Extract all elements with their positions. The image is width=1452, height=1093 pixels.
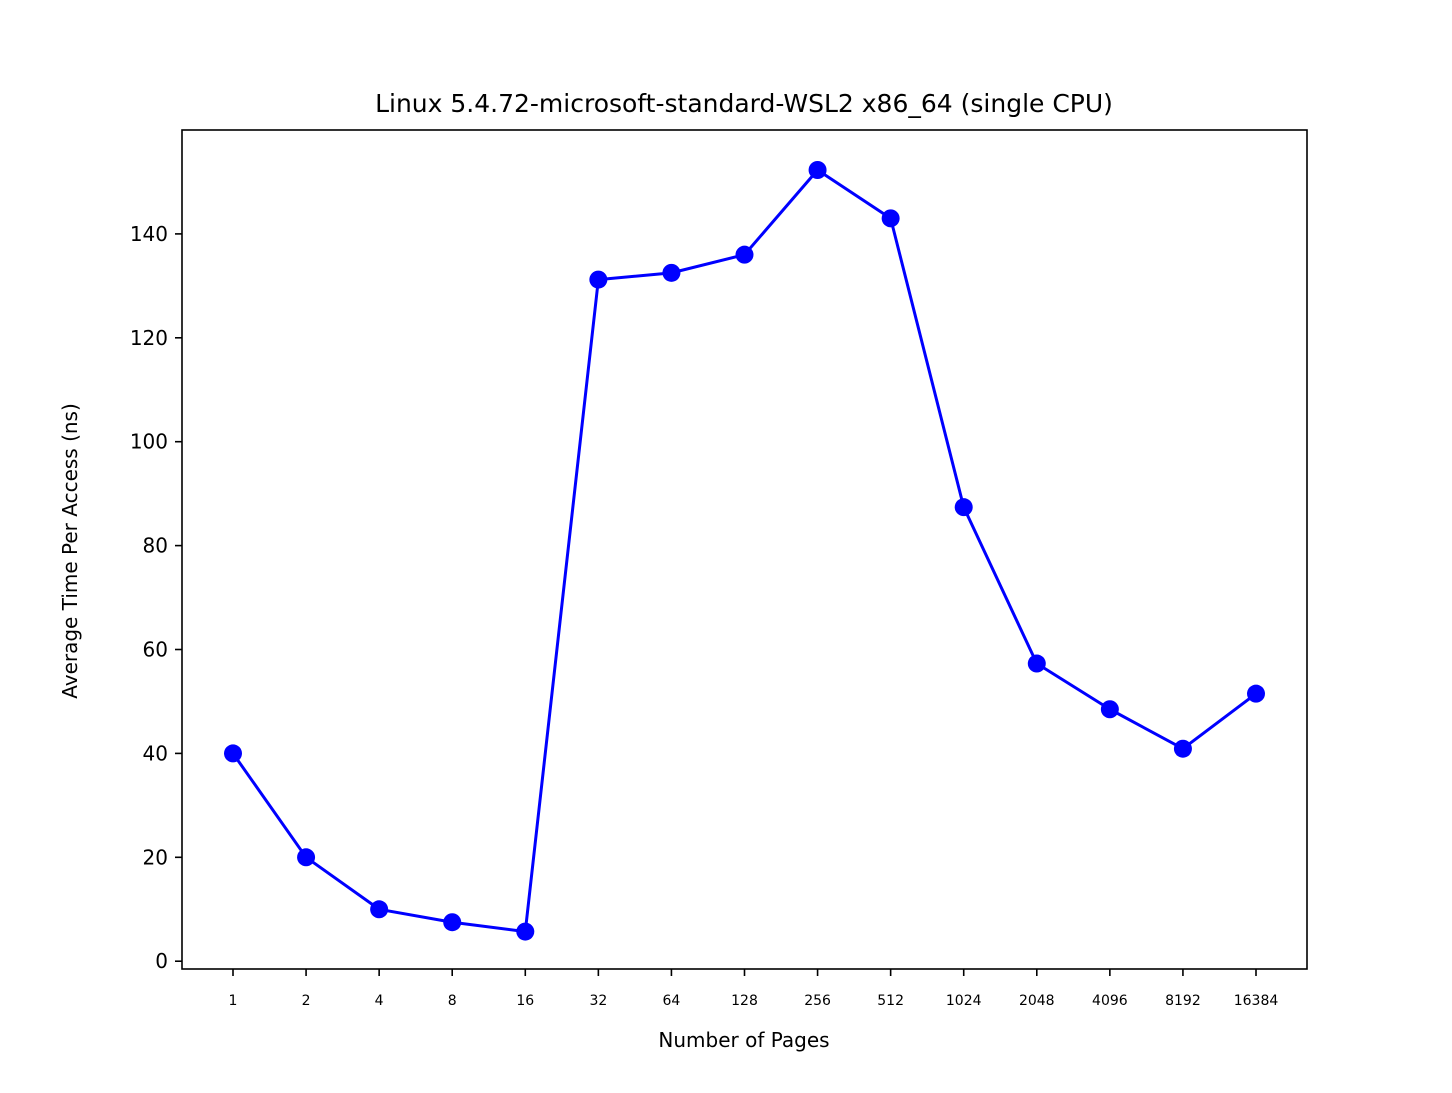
x-tick-label: 2048 (1019, 993, 1055, 1009)
x-tick-label: 1024 (946, 993, 982, 1009)
y-tick-label: 40 (143, 741, 168, 765)
x-tick-label: 4 (375, 993, 384, 1009)
data-point (224, 744, 242, 763)
x-tick-label: 8192 (1165, 993, 1201, 1009)
x-tick-label: 16 (516, 993, 534, 1009)
data-point (443, 913, 462, 932)
plot-area: 0 20 40 60 80 100 120 140 1 2 4 8 16 32 64 128 256 512 102… (130, 161, 1279, 1009)
x-tick-label: 256 (804, 993, 831, 1009)
data-point (297, 848, 316, 867)
data-point (589, 270, 608, 289)
x-tick-label: 1 (229, 993, 238, 1009)
y-tick-label: 100 (130, 430, 168, 454)
data-point (881, 209, 900, 228)
data-point (954, 498, 973, 517)
data-point (1173, 739, 1192, 758)
plot-frame (181, 129, 1308, 970)
data-point (1247, 684, 1265, 703)
x-axis-label: Number of Pages (658, 1028, 829, 1052)
y-tick-label: 140 (130, 222, 168, 246)
data-point (370, 900, 389, 919)
x-tick-label: 2 (302, 993, 311, 1009)
y-tick-label: 0 (155, 949, 168, 973)
y-tick-label: 120 (130, 326, 168, 350)
data-point (1100, 700, 1119, 719)
x-tick-label: 4096 (1092, 993, 1128, 1009)
data-point (735, 245, 754, 264)
x-tick-label: 32 (589, 993, 607, 1009)
data-point (516, 922, 535, 941)
data-point (1027, 654, 1046, 673)
data-point (662, 263, 681, 282)
x-tick-label: 512 (877, 993, 904, 1009)
x-tick-label: 8 (448, 993, 457, 1009)
y-axis-label: Average Time Per Access (ns) (58, 403, 82, 699)
x-tick-label: 64 (663, 993, 681, 1009)
chart-title: Linux 5.4.72-microsoft-standard-WSL2 x86… (375, 89, 1113, 118)
y-tick-label: 20 (143, 845, 168, 869)
y-tick-label: 60 (143, 638, 168, 662)
x-tick-label: 128 (731, 993, 758, 1009)
x-tick-label: 16384 (1234, 993, 1279, 1009)
data-point (808, 161, 827, 180)
y-tick-label: 80 (143, 534, 168, 558)
